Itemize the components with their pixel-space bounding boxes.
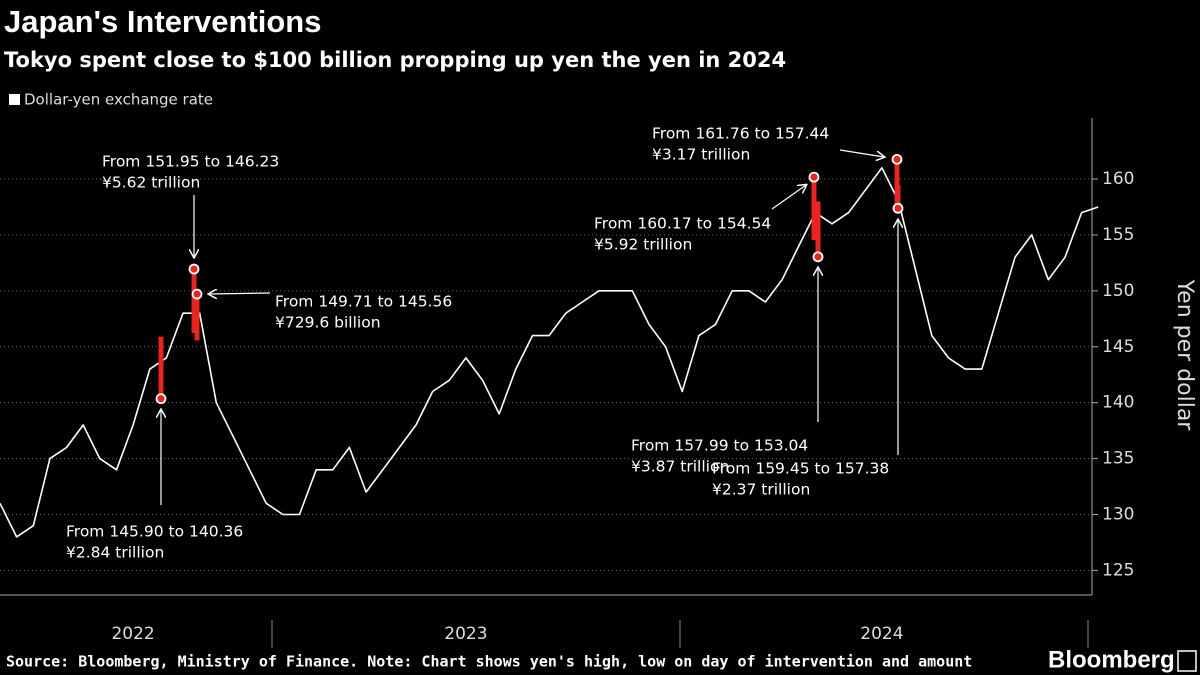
annotation-text: From 149.71 to 145.56 — [275, 293, 452, 311]
y-tick-label: 125 — [1102, 560, 1134, 580]
intervention-bar — [194, 294, 200, 341]
brand-backdrop — [1040, 648, 1200, 675]
annotation-text: From 159.45 to 157.38 — [712, 460, 889, 478]
y-tick-label: 160 — [1102, 169, 1134, 189]
intervention-dot — [808, 171, 820, 183]
intervention-bar — [815, 201, 821, 257]
intervention-dot — [892, 202, 904, 214]
intervention-bar — [191, 269, 197, 334]
intervention-dot — [155, 393, 167, 405]
annotation-amount: ¥2.84 trillion — [66, 544, 164, 562]
annotation-amount: ¥5.62 trillion — [102, 174, 200, 192]
intervention-dot — [191, 288, 203, 300]
x-tick-label: 2023 — [444, 624, 487, 644]
source-note: Source: Bloomberg, Ministry of Finance. … — [6, 653, 972, 671]
annotation-amount: ¥3.17 trillion — [652, 146, 750, 164]
annotation-amount: ¥2.37 trillion — [712, 481, 810, 499]
x-tick-label: 2024 — [860, 624, 903, 644]
annotation-text: From 161.76 to 157.44 — [652, 125, 829, 143]
annotation-arrow — [839, 149, 884, 157]
y-tick-label: 145 — [1102, 337, 1134, 357]
intervention-bar — [895, 185, 901, 209]
rate-line — [0, 167, 1099, 538]
legend-label: Dollar-yen exchange rate — [24, 91, 213, 109]
y-tick-label: 155 — [1102, 225, 1134, 245]
legend-swatch — [9, 94, 20, 105]
annotation-amount: ¥5.92 trillion — [594, 236, 692, 254]
annotation-arrow — [771, 185, 806, 210]
intervention-bar — [158, 336, 164, 399]
intervention-dot — [812, 251, 824, 263]
intervention-dot — [188, 263, 200, 275]
y-tick-label: 140 — [1102, 393, 1134, 413]
annotation-amount: ¥729.6 billion — [275, 314, 381, 332]
y-tick-label: 130 — [1102, 504, 1134, 524]
annotation-text: From 151.95 to 146.23 — [102, 153, 279, 171]
intervention-dot — [891, 153, 903, 165]
annotation-text: From 157.99 to 153.04 — [631, 437, 808, 455]
chart-title: Japan's Interventions — [4, 4, 321, 39]
brand: Bloomberg — [1048, 646, 1175, 673]
annotation-amount: ¥3.87 trillion — [631, 458, 729, 476]
annotation-arrow — [209, 293, 271, 294]
intervention-bar — [894, 159, 900, 208]
annotation-text: From 160.17 to 154.54 — [594, 215, 771, 233]
y-tick-label: 135 — [1102, 449, 1134, 469]
intervention-bar — [811, 177, 817, 241]
y-tick-label: 150 — [1102, 281, 1134, 301]
chart-subtitle: Tokyo spent close to $100 billion proppi… — [4, 48, 786, 72]
annotation-text: From 145.90 to 140.36 — [66, 523, 243, 541]
brand-icon — [1177, 650, 1197, 672]
y-axis-label: Yen per dollar — [1172, 279, 1197, 432]
x-tick-label: 2022 — [111, 624, 154, 644]
